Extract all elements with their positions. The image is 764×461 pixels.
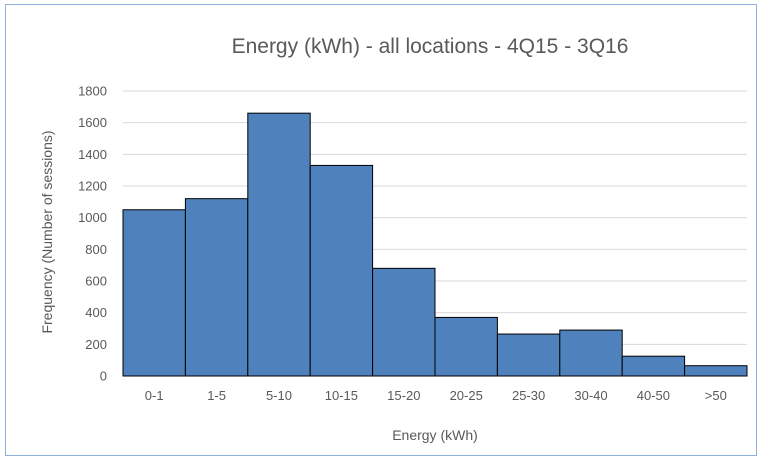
x-axis-ticks: 0-1 1-5 5-10 10-15 15-20 20-25 25-30 30-40 40-50… — [145, 388, 727, 403]
x-tick-label: 10-15 — [325, 388, 358, 403]
bar-3 — [247, 112, 311, 377]
x-tick-label: 15-20 — [387, 388, 420, 403]
bar-9 — [621, 355, 686, 377]
y-axis-label: Frequency (Number of sessions) — [39, 130, 55, 333]
bar-8 — [559, 329, 623, 377]
y-tick-label: 0 — [100, 369, 107, 384]
x-tick-label: 40-50 — [637, 388, 670, 403]
bar-5 — [372, 267, 436, 377]
y-tick-label: 1200 — [78, 179, 107, 194]
chart-title: Energy (kWh) - all locations - 4Q15 - 3Q… — [232, 35, 629, 58]
y-tick-label: 200 — [85, 337, 107, 352]
x-tick-label: 25-30 — [512, 388, 545, 403]
bar-1 — [122, 209, 186, 377]
y-tick-label: 400 — [85, 305, 107, 320]
x-tick-label: 0-1 — [145, 388, 164, 403]
y-tick-label: 1400 — [78, 147, 107, 162]
y-tick-label: 1000 — [78, 210, 107, 225]
x-tick-label: >50 — [705, 388, 727, 403]
bars — [122, 112, 748, 377]
bar-7 — [496, 333, 561, 377]
y-tick-label: 1800 — [78, 84, 107, 99]
x-tick-label: 20-25 — [450, 388, 483, 403]
bar-2 — [184, 198, 249, 377]
y-tick-label: 600 — [85, 274, 107, 289]
y-axis-ticks: 0 200 400 600 800 1000 1200 1400 1600 1800 — [78, 84, 107, 384]
x-tick-label: 30-40 — [574, 388, 607, 403]
bar-4 — [309, 164, 374, 377]
y-tick-label: 1600 — [78, 115, 107, 130]
bar-6 — [434, 316, 498, 377]
x-tick-label: 5-10 — [266, 388, 292, 403]
bar-10 — [684, 365, 748, 377]
x-tick-label: 1-5 — [207, 388, 226, 403]
x-axis-label: Energy (kWh) — [392, 427, 478, 443]
y-tick-label: 800 — [85, 242, 107, 257]
